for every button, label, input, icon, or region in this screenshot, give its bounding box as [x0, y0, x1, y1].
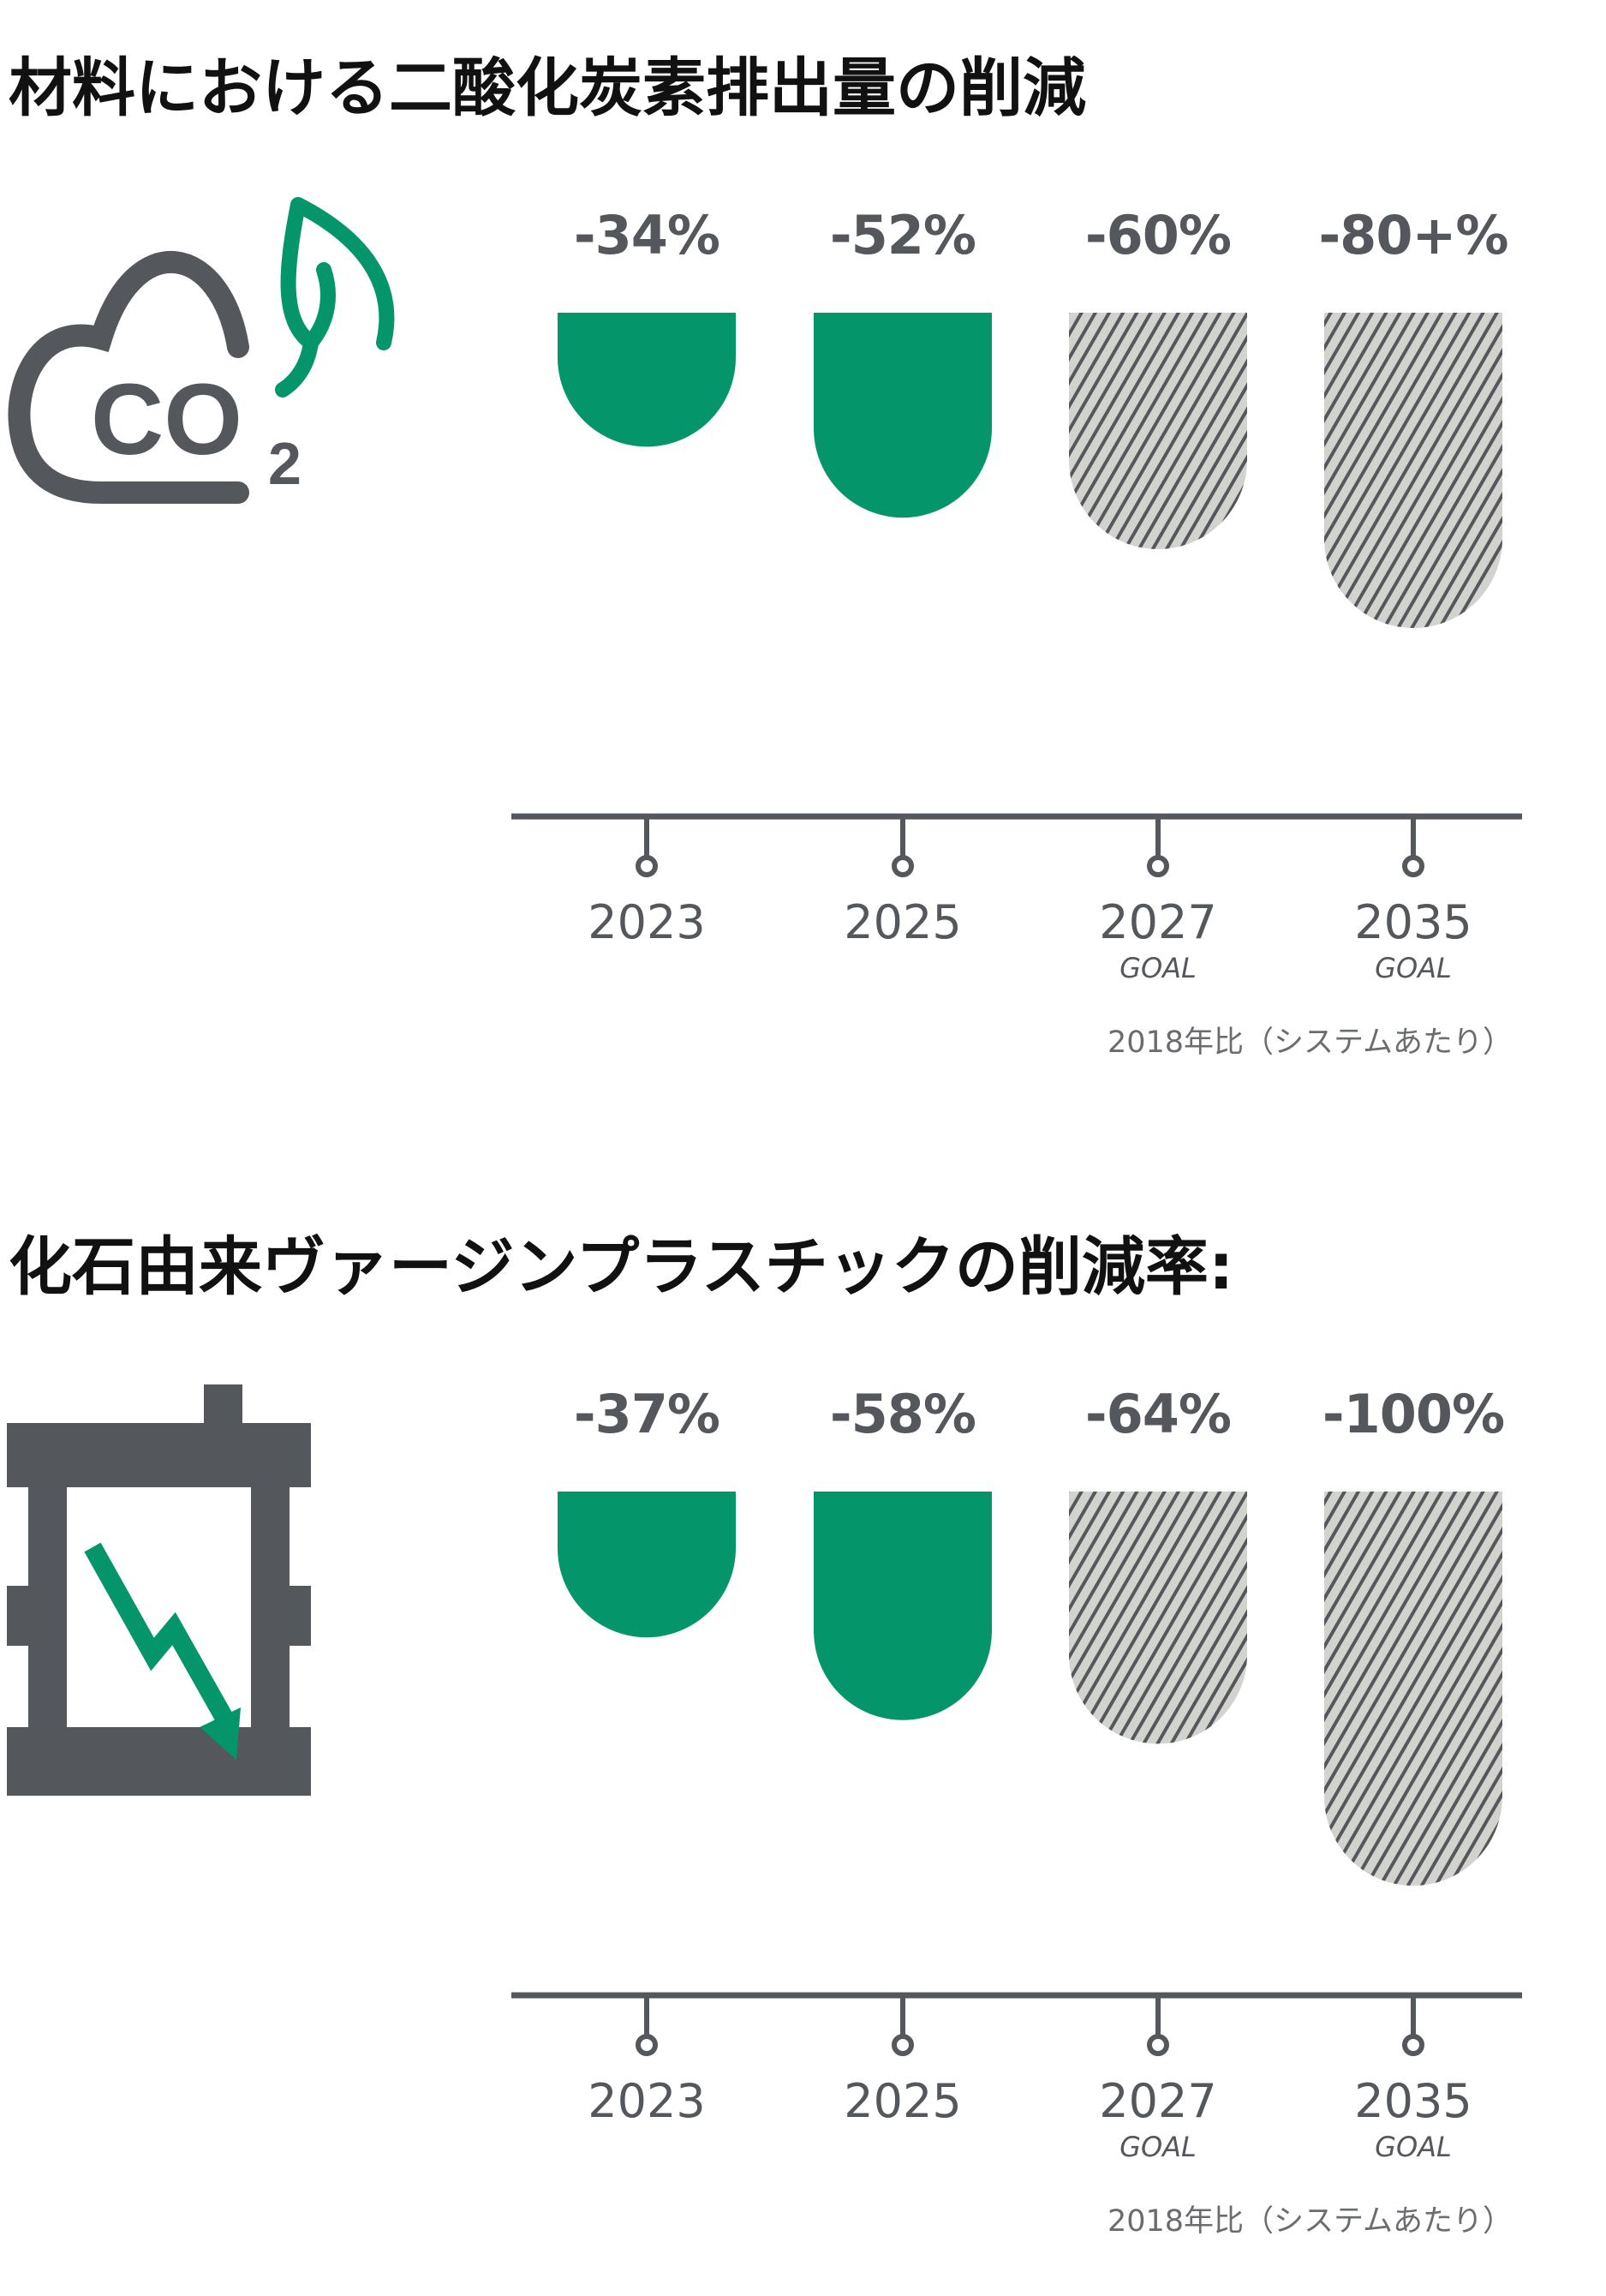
axis-tick-marker	[1147, 2034, 1169, 2056]
axis-tick-marker	[636, 2034, 658, 2056]
bar-2025	[814, 1492, 992, 1720]
x-tick-sublabel: GOAL	[1119, 2131, 1197, 2163]
axis-tick-marker	[1402, 2034, 1424, 2056]
x-tick-label: 2023	[588, 895, 706, 949]
data-label: -100%	[1322, 1383, 1505, 1445]
bar-2027	[1069, 1492, 1247, 1744]
svg-text:CO: CO	[91, 363, 242, 476]
chart-title: 材料における二酸化炭素排出量の削減	[9, 51, 1086, 125]
x-tick-sublabel: GOAL	[1375, 952, 1452, 984]
data-label: -37%	[573, 1383, 720, 1445]
x-tick-sublabel: GOAL	[1375, 2131, 1452, 2163]
data-label: -52%	[829, 204, 976, 266]
x-tick-label: 2025	[844, 895, 962, 949]
bar-2023	[558, 1492, 736, 1638]
bar-2035	[1324, 313, 1502, 628]
chart-svg	[511, 1492, 1522, 2056]
axis-tick-marker	[892, 2034, 914, 2056]
data-label: -80+%	[1318, 204, 1508, 266]
axis-tick-marker	[636, 855, 658, 877]
chart-svg	[511, 313, 1522, 877]
co2-cloud-leaf-icon: CO 2	[8, 197, 395, 504]
chart-plastic: -37% 2023 -58% 2025 -64% 2027 GOAL -100% 2035 GOA…	[0, 1179, 1606, 2293]
bar-2035	[1324, 1492, 1502, 1886]
data-label: -64%	[1084, 1383, 1232, 1445]
chart-co2: -34% 2023 -52% 2025 -60% 2027 GOAL -80+% 2035 GOA…	[0, 0, 1606, 1114]
x-tick-label: 2027	[1099, 2074, 1217, 2128]
bar-2027	[1069, 313, 1247, 549]
footnote: 2018年比（システムあたり）	[1107, 2204, 1513, 2239]
data-label: -58%	[829, 1383, 976, 1445]
bar-2023	[558, 313, 736, 447]
x-tick-label: 2035	[1354, 2074, 1472, 2128]
svg-text:2: 2	[268, 430, 301, 497]
axis-tick-marker	[1147, 855, 1169, 877]
chart-title: 化石由来ヴァージンプラスチックの削減率:	[9, 1230, 1234, 1304]
x-tick-label: 2027	[1099, 895, 1217, 949]
axis-tick-marker	[1402, 855, 1424, 877]
x-tick-sublabel: GOAL	[1119, 952, 1197, 984]
x-tick-label: 2025	[844, 2074, 962, 2128]
footnote: 2018年比（システムあたり）	[1107, 1025, 1513, 1060]
data-label: -60%	[1084, 204, 1232, 266]
axis-tick-marker	[892, 855, 914, 877]
data-label: -34%	[573, 204, 720, 266]
x-tick-label: 2035	[1354, 895, 1472, 949]
x-tick-label: 2023	[588, 2074, 706, 2128]
bar-2025	[814, 313, 992, 518]
oil-barrel-down-arrow-icon	[7, 1384, 311, 1796]
